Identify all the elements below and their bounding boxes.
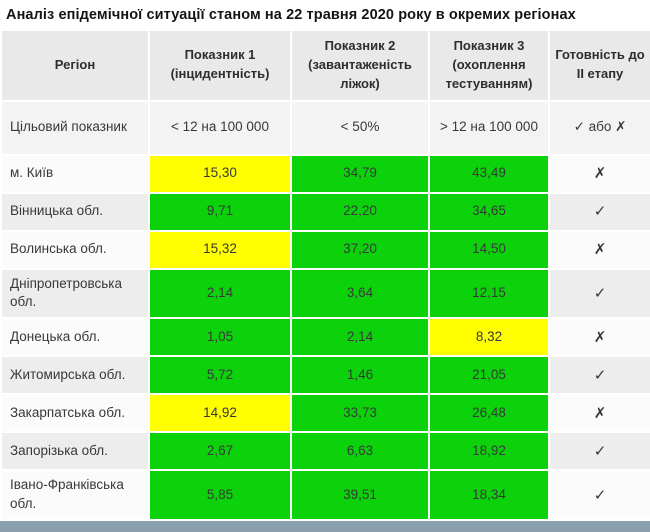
indicator2-value: 2,14 <box>290 317 430 358</box>
indicator2-value: 22,20 <box>290 191 430 232</box>
indicator2-value: 1,46 <box>290 355 430 396</box>
table-row: Івано-Франківська обл. 5,85 39,51 18,34 … <box>0 469 650 522</box>
indicator3-value: 8,32 <box>428 317 550 358</box>
indicator3-value: 34,65 <box>428 191 550 232</box>
readiness-cell: ✗ <box>548 317 650 358</box>
cutoff-bar <box>0 521 650 532</box>
indicator1-value: 2,67 <box>148 431 292 472</box>
region-cell: Вінницька обл. <box>0 191 150 232</box>
indicator3-value: 18,34 <box>428 469 550 522</box>
target-row-label: Цільовий показник <box>0 99 150 156</box>
indicator2-value: 3,64 <box>290 267 430 320</box>
target-indicator2: < 50% <box>290 99 430 156</box>
table-row: Волинська обл. 15,32 37,20 14,50 ✗ <box>0 229 650 270</box>
readiness-cell: ✓ <box>548 469 650 522</box>
readiness-cell: ✗ <box>548 393 650 434</box>
indicator1-value: 5,85 <box>148 469 292 522</box>
indicator1-value: 1,05 <box>148 317 292 358</box>
indicator3-value: 26,48 <box>428 393 550 434</box>
region-cell: Дніпропетровська обл. <box>0 267 150 320</box>
table-row: Запорізька обл. 2,67 6,63 18,92 ✓ <box>0 431 650 472</box>
indicator2-value: 39,51 <box>290 469 430 522</box>
header-row: Регіон Показник 1 (інцидентність) Показн… <box>0 29 650 102</box>
readiness-cell: ✗ <box>548 153 650 194</box>
region-cell: Івано-Франківська обл. <box>0 469 150 522</box>
region-cell: м. Київ <box>0 153 150 194</box>
indicator3-value: 14,50 <box>428 229 550 270</box>
indicator2-value: 33,73 <box>290 393 430 434</box>
table-row: Донецька обл. 1,05 2,14 8,32 ✗ <box>0 317 650 358</box>
region-cell: Волинська обл. <box>0 229 150 270</box>
table-row: Закарпатська обл. 14,92 33,73 26,48 ✗ <box>0 393 650 434</box>
readiness-cell: ✓ <box>548 431 650 472</box>
indicator2-value: 37,20 <box>290 229 430 270</box>
epidemic-situation-table: Регіон Показник 1 (інцидентність) Показн… <box>0 29 650 522</box>
table-row: м. Київ 15,30 34,79 43,49 ✗ <box>0 153 650 194</box>
table-row: Житомирська обл. 5,72 1,46 21,05 ✓ <box>0 355 650 396</box>
readiness-cell: ✗ <box>548 229 650 270</box>
indicator3-value: 21,05 <box>428 355 550 396</box>
readiness-cell: ✓ <box>548 267 650 320</box>
indicator1-value: 2,14 <box>148 267 292 320</box>
indicator1-value: 15,30 <box>148 153 292 194</box>
target-readiness: ✓ або ✗ <box>548 99 650 156</box>
indicator2-value: 34,79 <box>290 153 430 194</box>
target-indicator1: < 12 на 100 000 <box>148 99 292 156</box>
table-title: Аналіз епідемічної ситуації станом на 22… <box>6 7 576 23</box>
region-cell: Запорізька обл. <box>0 431 150 472</box>
table-row: Вінницька обл. 9,71 22,20 34,65 ✓ <box>0 191 650 232</box>
region-cell: Житомирська обл. <box>0 355 150 396</box>
indicator2-value: 6,63 <box>290 431 430 472</box>
column-header-readiness: Готовність до ІІ етапу <box>548 29 650 102</box>
indicator1-value: 9,71 <box>148 191 292 232</box>
indicator3-value: 12,15 <box>428 267 550 320</box>
target-indicator3: > 12 на 100 000 <box>428 99 550 156</box>
indicator3-value: 43,49 <box>428 153 550 194</box>
region-cell: Закарпатська обл. <box>0 393 150 434</box>
column-header-indicator2: Показник 2 (завантаженість ліжок) <box>290 29 430 102</box>
readiness-cell: ✓ <box>548 191 650 232</box>
column-header-indicator1: Показник 1 (інцидентність) <box>148 29 292 102</box>
target-threshold-row: Цільовий показник < 12 на 100 000 < 50% … <box>0 99 650 156</box>
indicator1-value: 15,32 <box>148 229 292 270</box>
indicator1-value: 5,72 <box>148 355 292 396</box>
column-header-indicator3: Показник 3 (охоплення тестуванням) <box>428 29 550 102</box>
readiness-cell: ✓ <box>548 355 650 396</box>
column-header-region: Регіон <box>0 29 150 102</box>
indicator3-value: 18,92 <box>428 431 550 472</box>
table-row: Дніпропетровська обл. 2,14 3,64 12,15 ✓ <box>0 267 650 320</box>
indicator1-value: 14,92 <box>148 393 292 434</box>
region-cell: Донецька обл. <box>0 317 150 358</box>
